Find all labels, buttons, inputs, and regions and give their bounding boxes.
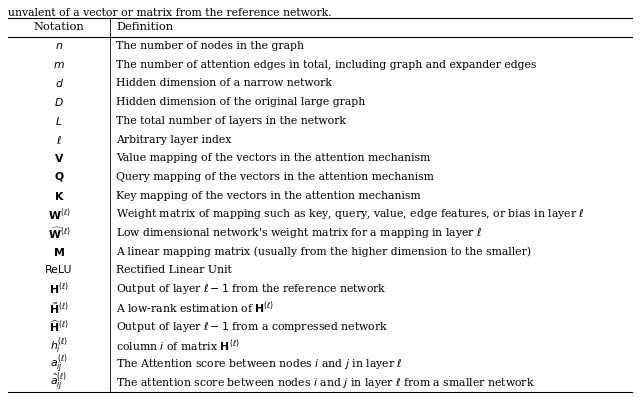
Text: $\mathbf{W}^{(\ell)}$: $\mathbf{W}^{(\ell)}$	[48, 206, 70, 222]
Text: Definition: Definition	[116, 22, 173, 32]
Text: $\ell$: $\ell$	[56, 134, 62, 146]
Text: The number of nodes in the graph: The number of nodes in the graph	[116, 41, 304, 51]
Text: Key mapping of the vectors in the attention mechanism: Key mapping of the vectors in the attent…	[116, 191, 420, 201]
Text: $\widehat{\mathbf{W}}^{(\ell)}$: $\widehat{\mathbf{W}}^{(\ell)}$	[48, 225, 70, 241]
Text: $L$: $L$	[55, 115, 63, 127]
Text: $d$: $d$	[54, 78, 63, 90]
Text: Arbitrary layer index: Arbitrary layer index	[116, 135, 232, 144]
Text: $\hat{a}_{ij}^{(\ell)}$: $\hat{a}_{ij}^{(\ell)}$	[51, 371, 68, 394]
Text: Notation: Notation	[34, 22, 84, 32]
Text: $\mathbf{H}^{(\ell)}$: $\mathbf{H}^{(\ell)}$	[49, 281, 69, 297]
Text: Low dimensional network's weight matrix for a mapping in layer $\ell$: Low dimensional network's weight matrix …	[116, 226, 483, 240]
Text: $\tilde{\mathbf{H}}^{(\ell)}$: $\tilde{\mathbf{H}}^{(\ell)}$	[49, 300, 69, 316]
Text: column $i$ of matrix $\mathbf{H}^{(\ell)}$: column $i$ of matrix $\mathbf{H}^{(\ell)…	[116, 337, 239, 353]
Text: Value mapping of the vectors in the attention mechanism: Value mapping of the vectors in the atte…	[116, 153, 430, 163]
Text: Hidden dimension of a narrow network: Hidden dimension of a narrow network	[116, 78, 332, 88]
Text: $\mathbf{Q}$: $\mathbf{Q}$	[54, 170, 64, 183]
Text: $m$: $m$	[53, 60, 65, 70]
Text: The total number of layers in the network: The total number of layers in the networ…	[116, 116, 346, 126]
Text: $\widehat{\mathbf{H}}^{(\ell)}$: $\widehat{\mathbf{H}}^{(\ell)}$	[49, 319, 69, 334]
Text: Query mapping of the vectors in the attention mechanism: Query mapping of the vectors in the atte…	[116, 172, 434, 182]
Text: $a_{ij}^{(\ell)}$: $a_{ij}^{(\ell)}$	[50, 352, 68, 376]
Text: Output of layer $\ell - 1$ from a compressed network: Output of layer $\ell - 1$ from a compre…	[116, 320, 388, 334]
Text: $D$: $D$	[54, 96, 64, 108]
Text: Output of layer $\ell - 1$ from the reference network: Output of layer $\ell - 1$ from the refe…	[116, 282, 387, 296]
Text: $n$: $n$	[55, 41, 63, 51]
Text: Hidden dimension of the original large graph: Hidden dimension of the original large g…	[116, 97, 365, 107]
Text: $\mathbf{V}$: $\mathbf{V}$	[54, 152, 64, 164]
Text: The attention score between nodes $i$ and $j$ in layer $\ell$ from a smaller net: The attention score between nodes $i$ an…	[116, 376, 535, 390]
Text: A low-rank estimation of $\mathbf{H}^{(\ell)}$: A low-rank estimation of $\mathbf{H}^{(\…	[116, 300, 275, 316]
Text: Weight matrix of mapping such as key, query, value, edge features, or bias in la: Weight matrix of mapping such as key, qu…	[116, 207, 585, 221]
Text: $\mathbf{M}$: $\mathbf{M}$	[53, 246, 65, 258]
Text: unvalent of a vector or matrix from the reference network.: unvalent of a vector or matrix from the …	[8, 8, 332, 18]
Text: The Attention score between nodes $i$ and $j$ in layer $\ell$: The Attention score between nodes $i$ an…	[116, 357, 403, 371]
Text: A linear mapping matrix (usually from the higher dimension to the smaller): A linear mapping matrix (usually from th…	[116, 246, 531, 257]
Text: $\mathbf{K}$: $\mathbf{K}$	[54, 190, 65, 202]
Text: The number of attention edges in total, including graph and expander edges: The number of attention edges in total, …	[116, 60, 536, 70]
Text: ReLU: ReLU	[45, 265, 73, 275]
Text: Rectified Linear Unit: Rectified Linear Unit	[116, 265, 232, 275]
Text: $h_i^{(\ell)}$: $h_i^{(\ell)}$	[50, 335, 68, 356]
